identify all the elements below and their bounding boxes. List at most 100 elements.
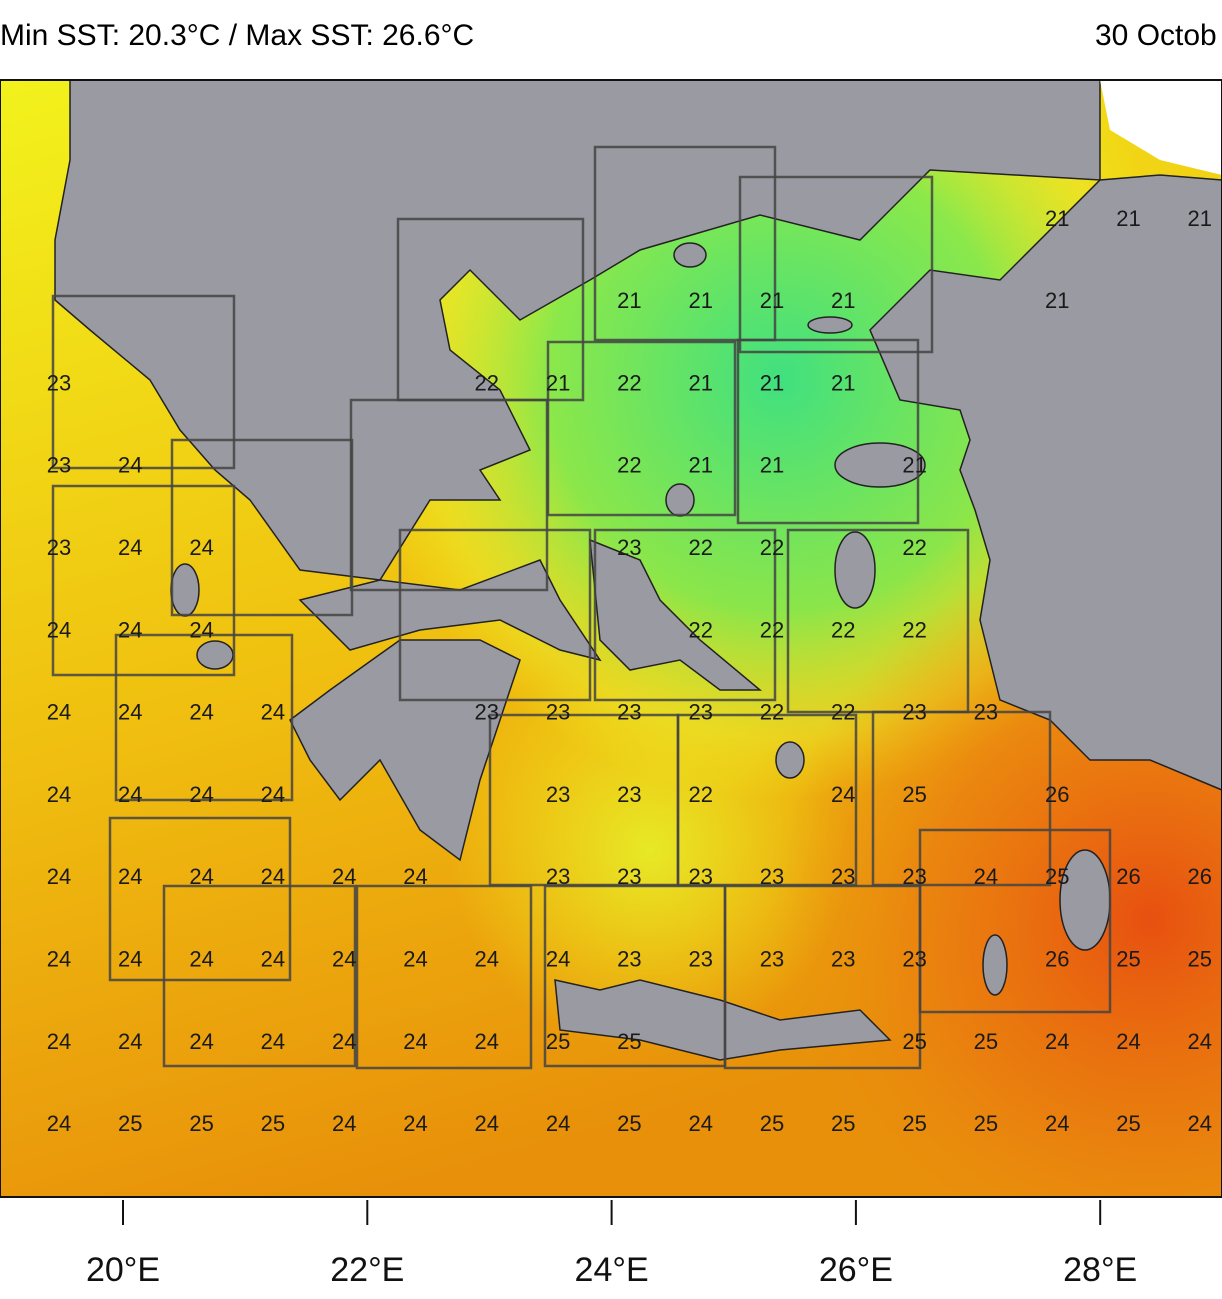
sst-value: 24 [475, 1111, 499, 1136]
sst-value: 24 [403, 864, 427, 889]
sst-value: 22 [902, 535, 926, 560]
sst-value: 22 [688, 617, 712, 642]
sst-value: 24 [403, 947, 427, 972]
region-box [738, 175, 934, 354]
sst-value: 24 [189, 617, 213, 642]
sst-value: 24 [118, 617, 142, 642]
sst-value: 24 [118, 700, 142, 725]
sst-value: 24 [1116, 1029, 1140, 1054]
sst-value: 25 [546, 1029, 570, 1054]
sst-value: 23 [688, 947, 712, 972]
sst-value: 23 [760, 864, 784, 889]
region-box [114, 633, 294, 802]
sst-value: 21 [831, 370, 855, 395]
region-box [736, 338, 920, 525]
sst-value: 23 [831, 864, 855, 889]
sst-value: 22 [760, 617, 784, 642]
sst-value: 24 [403, 1029, 427, 1054]
sst-value: 25 [1188, 947, 1212, 972]
region-box [349, 398, 549, 592]
sst-value: 24 [1188, 1111, 1212, 1136]
region-box [918, 828, 1112, 1014]
sst-value: 24 [47, 1029, 71, 1054]
sst-value: 21 [617, 288, 641, 313]
region-box [593, 528, 777, 702]
sst-value: 25 [831, 1111, 855, 1136]
sst-value: 23 [47, 535, 71, 560]
sst-value: 25 [1116, 947, 1140, 972]
sst-value: 25 [189, 1111, 213, 1136]
sst-value: 25 [261, 1111, 285, 1136]
sst-value: 23 [546, 782, 570, 807]
sst-value: 25 [617, 1111, 641, 1136]
sst-value: 26 [1045, 947, 1069, 972]
region-box [871, 710, 1052, 887]
sst-value: 24 [261, 700, 285, 725]
sst-value: 21 [1188, 206, 1212, 231]
x-axis-label: 26°E [819, 1251, 893, 1289]
x-axis-label: 20°E [86, 1251, 160, 1289]
sst-value: 25 [617, 1029, 641, 1054]
sst-value: 24 [47, 1111, 71, 1136]
sst-value: 21 [760, 370, 784, 395]
sst-value: 23 [831, 947, 855, 972]
sst-value: 21 [688, 370, 712, 395]
date: 30 Octob [1095, 19, 1217, 52]
sst-value: 24 [332, 947, 356, 972]
sst-value: 24 [189, 947, 213, 972]
sst-value: 22 [831, 617, 855, 642]
sst-value: 26 [1116, 864, 1140, 889]
sst-value: 22 [475, 370, 499, 395]
sst-value: 23 [47, 370, 71, 395]
sst-value: 24 [332, 1111, 356, 1136]
sst-value: 23 [760, 947, 784, 972]
sst-value: 24 [475, 947, 499, 972]
region-box [355, 884, 533, 1070]
x-axis-label: 22°E [330, 1251, 404, 1289]
region-box [108, 816, 292, 982]
sst-value: 23 [546, 700, 570, 725]
sst-value: 21 [1116, 206, 1140, 231]
sst-value: 23 [902, 700, 926, 725]
sst-value: 24 [47, 700, 71, 725]
sst-value: 23 [688, 864, 712, 889]
sst-value: 21 [546, 370, 570, 395]
sst-value: 22 [760, 535, 784, 560]
sst-value: 24 [688, 1111, 712, 1136]
sst-value: 24 [261, 947, 285, 972]
sst-value: 23 [475, 700, 499, 725]
sst-value: 23 [47, 453, 71, 478]
sst-value: 24 [261, 864, 285, 889]
sst-value: 23 [902, 864, 926, 889]
sst-value: 24 [47, 617, 71, 642]
sst-value: 26 [1188, 864, 1212, 889]
sst-value: 23 [617, 535, 641, 560]
sst-value: 24 [1045, 1111, 1069, 1136]
sst-value: 24 [189, 782, 213, 807]
sst-value: 25 [1045, 864, 1069, 889]
sst-value: 25 [902, 1111, 926, 1136]
sst-value: 24 [189, 1029, 213, 1054]
sst-value: 24 [118, 535, 142, 560]
sst-value: 21 [831, 288, 855, 313]
sst-value: 21 [1045, 206, 1069, 231]
sst-value: 24 [118, 782, 142, 807]
sst-value: 21 [1045, 288, 1069, 313]
sst-value: 24 [118, 864, 142, 889]
sst-value: 22 [688, 535, 712, 560]
sst-value: 21 [688, 288, 712, 313]
sst-value: 23 [617, 947, 641, 972]
sst-value: 22 [760, 700, 784, 725]
region-box [51, 484, 236, 677]
x-axis-label: 24°E [575, 1251, 649, 1289]
sst-value: 24 [332, 1029, 356, 1054]
sst-value: 22 [902, 617, 926, 642]
sst-value: 24 [1188, 1029, 1212, 1054]
sst-value: 24 [403, 1111, 427, 1136]
sst-value: 24 [831, 782, 855, 807]
sst-value: 24 [475, 1029, 499, 1054]
sst-value: 25 [974, 1029, 998, 1054]
sst-value: 23 [617, 864, 641, 889]
sst-value: 24 [47, 947, 71, 972]
